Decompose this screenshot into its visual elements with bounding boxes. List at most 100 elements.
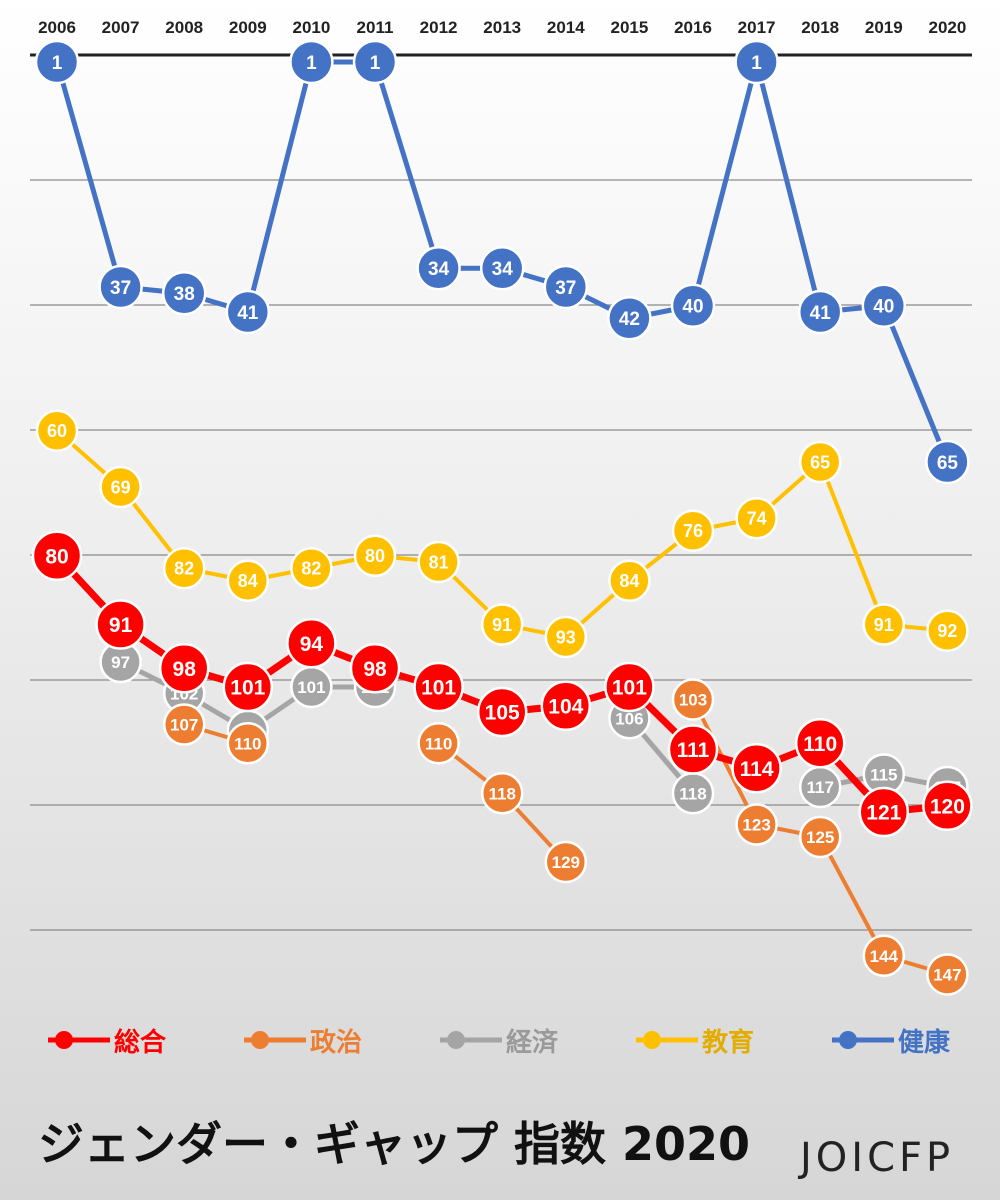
data-label-sogo: 110 bbox=[803, 733, 837, 756]
data-label-sogo: 121 bbox=[866, 802, 901, 825]
data-point-seiji bbox=[798, 815, 842, 859]
data-label-kyoiku: 84 bbox=[619, 571, 639, 591]
data-label-kyoiku: 82 bbox=[174, 559, 194, 579]
year-label: 2010 bbox=[292, 18, 330, 37]
data-point-kenko bbox=[543, 264, 589, 310]
data-point-kenko bbox=[861, 283, 907, 328]
data-label-seiji: 107 bbox=[170, 716, 198, 735]
data-label-seiji: 110 bbox=[234, 734, 261, 753]
legend-label-sogo: 総合 bbox=[114, 1027, 167, 1058]
data-point-kyoiku bbox=[353, 534, 397, 577]
year-label: 2007 bbox=[102, 18, 140, 37]
legend-item-sogo: 総合 bbox=[48, 1015, 166, 1065]
data-label-kyoiku: 93 bbox=[556, 627, 576, 647]
gender-gap-line-chart: 2006 2007 2008 2009 2010 2011 2012 2013 2014 2015… bbox=[30, 18, 973, 996]
data-point-sogo bbox=[286, 618, 337, 669]
legend-item-kenko: 健康 bbox=[832, 1015, 950, 1065]
data-point-sogo bbox=[858, 786, 910, 838]
data-point-sogo bbox=[95, 599, 146, 650]
data-point-sogo bbox=[349, 643, 401, 694]
data-point-seiji bbox=[417, 722, 460, 765]
data-label-seiji: 123 bbox=[742, 816, 770, 835]
data-point-sogo bbox=[540, 680, 592, 731]
year-label: 2014 bbox=[547, 18, 585, 37]
data-label-kenko: 65 bbox=[937, 453, 959, 474]
data-point-kenko bbox=[98, 264, 143, 310]
data-label-kenko: 34 bbox=[428, 259, 450, 280]
data-label-keizai: 97 bbox=[111, 653, 130, 672]
data-point-seiji bbox=[862, 934, 906, 977]
data-point-kenko bbox=[34, 39, 80, 85]
data-label-sogo: 80 bbox=[45, 545, 68, 568]
data-label-seiji: 103 bbox=[679, 691, 707, 710]
data-point-kenko bbox=[734, 39, 779, 85]
data-point-sogo bbox=[731, 743, 782, 794]
legend-marker-kenko bbox=[832, 1031, 894, 1049]
data-point-seiji bbox=[671, 678, 715, 721]
data-label-keizai: 106 bbox=[615, 709, 643, 728]
legend-label-kyoiku: 教育 bbox=[702, 1027, 755, 1058]
data-label-kyoiku: 65 bbox=[810, 452, 830, 472]
legend-label-kenko: 健康 bbox=[898, 1027, 951, 1058]
data-point-seiji bbox=[480, 772, 524, 815]
data-label-kyoiku: 60 bbox=[47, 421, 67, 441]
data-label-kenko: 37 bbox=[555, 278, 576, 299]
legend-marker-kyoiku bbox=[636, 1031, 698, 1049]
data-label-sogo: 91 bbox=[109, 614, 133, 637]
data-label-kyoiku: 81 bbox=[429, 552, 449, 572]
data-label-kenko: 1 bbox=[370, 53, 381, 74]
chart-title: ジェンダー・ギャップ 指数 2020 bbox=[38, 1117, 751, 1171]
data-point-kenko bbox=[161, 271, 207, 316]
data-label-seiji: 118 bbox=[488, 784, 515, 803]
data-point-seiji bbox=[544, 840, 588, 884]
data-label-kyoiku: 92 bbox=[937, 621, 957, 641]
data-label-kenko: 1 bbox=[52, 53, 63, 74]
legend-item-kyoiku: 教育 bbox=[636, 1015, 754, 1065]
year-label: 2016 bbox=[674, 18, 712, 37]
data-label-seiji: 125 bbox=[806, 828, 834, 847]
data-point-sogo bbox=[31, 530, 83, 581]
data-point-kenko bbox=[416, 246, 461, 291]
data-label-kenko: 41 bbox=[810, 303, 832, 324]
data-point-kyoiku bbox=[735, 497, 778, 540]
legend-marker-seiji bbox=[244, 1031, 306, 1049]
data-point-kyoiku bbox=[226, 559, 270, 602]
data-point-sogo bbox=[476, 686, 528, 738]
data-label-kyoiku: 76 bbox=[683, 521, 703, 541]
data-point-kyoiku bbox=[290, 547, 333, 590]
data-label-seiji: 110 bbox=[425, 734, 452, 753]
data-point-sogo bbox=[604, 661, 655, 713]
series-sogo: 80 91 98 101 94 98 101 105 104 101 111 114 110 121 120 bbox=[31, 530, 973, 838]
data-label-keizai: 115 bbox=[870, 766, 897, 785]
data-label-sogo: 101 bbox=[612, 677, 647, 700]
data-label-kenko: 42 bbox=[619, 309, 640, 330]
data-point-kenko bbox=[670, 283, 716, 328]
data-point-kyoiku bbox=[798, 440, 842, 484]
year-label: 2018 bbox=[801, 18, 839, 37]
data-label-kenko: 37 bbox=[110, 278, 131, 299]
data-label-kyoiku: 91 bbox=[492, 615, 512, 635]
year-label: 2008 bbox=[165, 18, 203, 37]
data-point-seiji bbox=[226, 722, 270, 765]
data-label-kyoiku: 91 bbox=[874, 615, 894, 635]
data-label-seiji: 147 bbox=[933, 966, 961, 985]
data-point-sogo bbox=[667, 724, 719, 775]
data-label-sogo: 101 bbox=[421, 677, 456, 700]
data-point-kenko bbox=[352, 39, 398, 85]
series-kyoiku: 60 69 82 84 82 80 81 91 93 84 76 74 65 91 92 bbox=[35, 409, 969, 659]
year-label: 2011 bbox=[357, 18, 394, 37]
data-label-sogo: 111 bbox=[677, 739, 710, 762]
data-point-kyoiku bbox=[926, 609, 969, 652]
legend-label-keizai: 経済 bbox=[506, 1027, 559, 1058]
data-label-sogo: 120 bbox=[930, 795, 965, 818]
logo-text: JOICFP bbox=[800, 1135, 955, 1181]
data-point-seiji bbox=[162, 703, 206, 746]
data-label-kenko: 1 bbox=[751, 53, 762, 74]
data-label-seiji: 129 bbox=[552, 853, 580, 872]
data-label-kenko: 34 bbox=[492, 259, 514, 280]
series-kenko: 1 37 38 41 1 1 34 34 37 42 40 1 41 40 65 bbox=[34, 39, 970, 485]
data-label-keizai: 117 bbox=[806, 778, 833, 797]
data-point-kenko bbox=[225, 289, 271, 335]
data-label-kyoiku: 69 bbox=[111, 477, 131, 497]
data-label-kenko: 1 bbox=[306, 53, 317, 74]
